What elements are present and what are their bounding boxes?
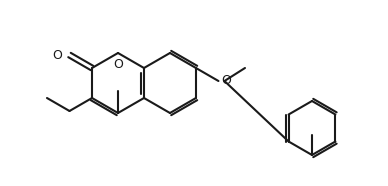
Text: O: O: [53, 49, 62, 62]
Text: O: O: [222, 75, 231, 87]
Text: O: O: [113, 58, 123, 71]
